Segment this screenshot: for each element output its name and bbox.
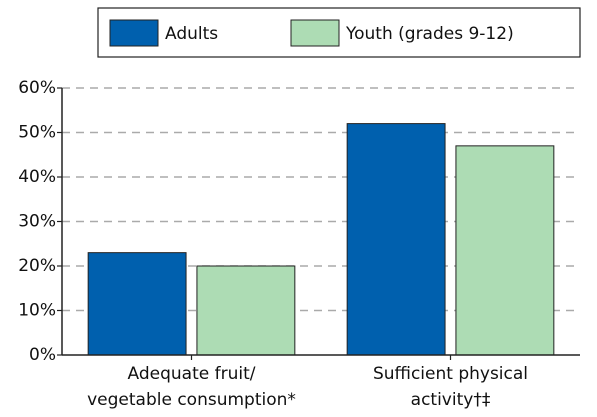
x-tick-label: activity†‡ (411, 390, 491, 410)
x-tick-label: Adequate fruit/ (128, 364, 256, 384)
bar (346, 123, 446, 356)
legend-label: Youth (grades 9-12) (345, 24, 514, 44)
y-tick-label: 20% (18, 256, 56, 276)
y-tick-label: 60% (18, 78, 56, 98)
y-tick-label: 40% (18, 167, 56, 187)
y-tick-label: 50% (18, 123, 56, 143)
bar (87, 252, 187, 356)
y-tick-label: 0% (29, 345, 56, 365)
legend-swatch (290, 19, 340, 47)
y-tick-label: 10% (18, 301, 56, 321)
bar (196, 265, 296, 356)
x-tick-label: Sufficient physical (373, 364, 528, 384)
legend-label: Adults (165, 24, 218, 44)
x-tick-label: vegetable consumption* (87, 390, 296, 410)
bar (455, 145, 555, 356)
y-tick-label: 30% (18, 212, 56, 232)
legend-swatch (109, 19, 159, 47)
